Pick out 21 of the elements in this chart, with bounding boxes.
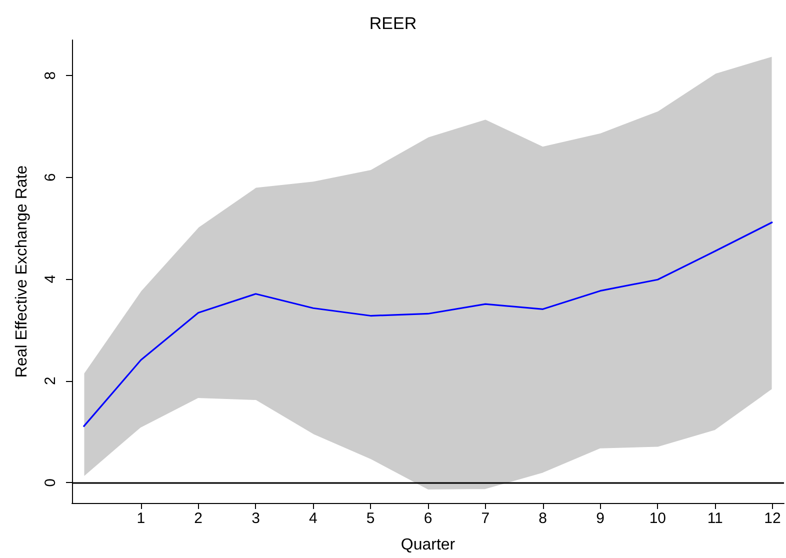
x-tick-label: 7	[481, 510, 490, 527]
x-tick-label: 1	[136, 510, 146, 527]
x-tick-label: 5	[366, 510, 375, 527]
x-tick-label: 3	[252, 510, 260, 527]
y-axis-title: Real Effective Exchange Rate	[14, 165, 30, 378]
y-tick-label: 4	[42, 274, 59, 284]
chart-title: REER	[369, 14, 417, 33]
y-tick-label: 6	[42, 173, 59, 182]
x-tick-label: 4	[308, 510, 318, 527]
x-tick-label: 8	[538, 510, 548, 527]
y-tick-label: 0	[42, 478, 59, 487]
y-tick-label: 8	[42, 71, 59, 80]
x-tick-label: 2	[194, 510, 202, 527]
x-tick-label: 9	[596, 510, 604, 527]
x-tick-label: 11	[707, 510, 723, 527]
x-tick-label: 6	[424, 510, 432, 527]
x-tick-label: 10	[649, 510, 666, 527]
x-tick-label: 12	[764, 510, 781, 527]
y-tick-label: 2	[42, 376, 59, 386]
x-axis-title: Quarter	[400, 536, 456, 554]
line-series	[82, 221, 774, 428]
